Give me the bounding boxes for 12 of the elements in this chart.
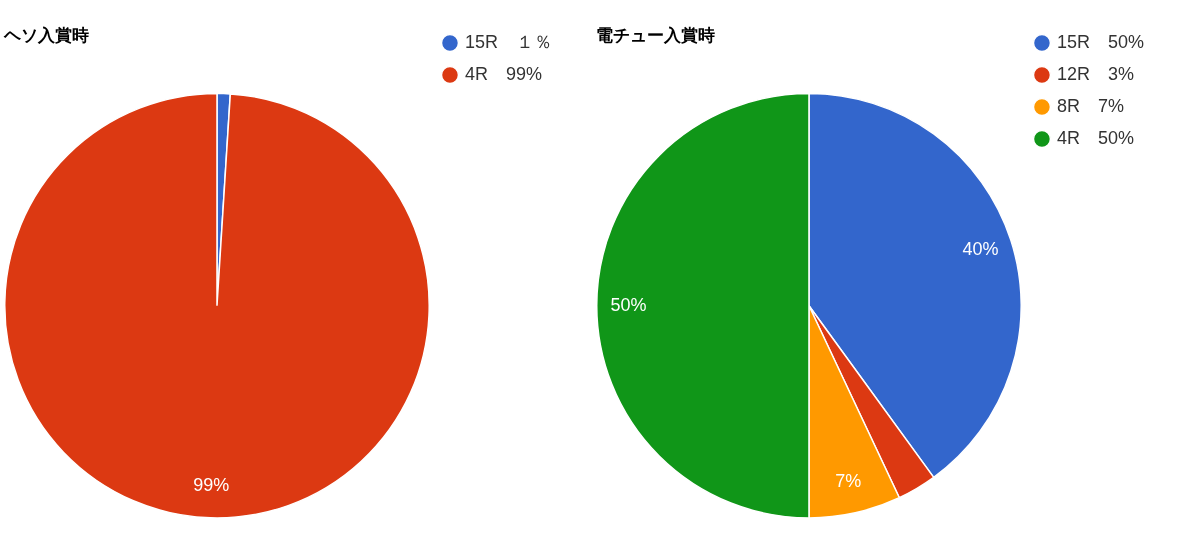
data-label: 7%: [835, 470, 862, 491]
legend-label: 12R 3%: [1056, 63, 1134, 84]
legend-label: 4R 99%: [464, 63, 543, 84]
chart-title: ヘソ入賞時: [3, 24, 89, 45]
legend-label: 4R 50%: [1056, 127, 1134, 148]
data-label: 50%: [610, 294, 647, 315]
legend-label: 15R １％: [464, 31, 553, 52]
data-label: 99%: [193, 474, 230, 495]
legend-label: 15R 50%: [1056, 31, 1144, 52]
data-label: 40%: [962, 238, 999, 259]
chart-title: 電チュー入賞時: [596, 24, 715, 45]
legend-label: 8R 7%: [1056, 95, 1124, 116]
